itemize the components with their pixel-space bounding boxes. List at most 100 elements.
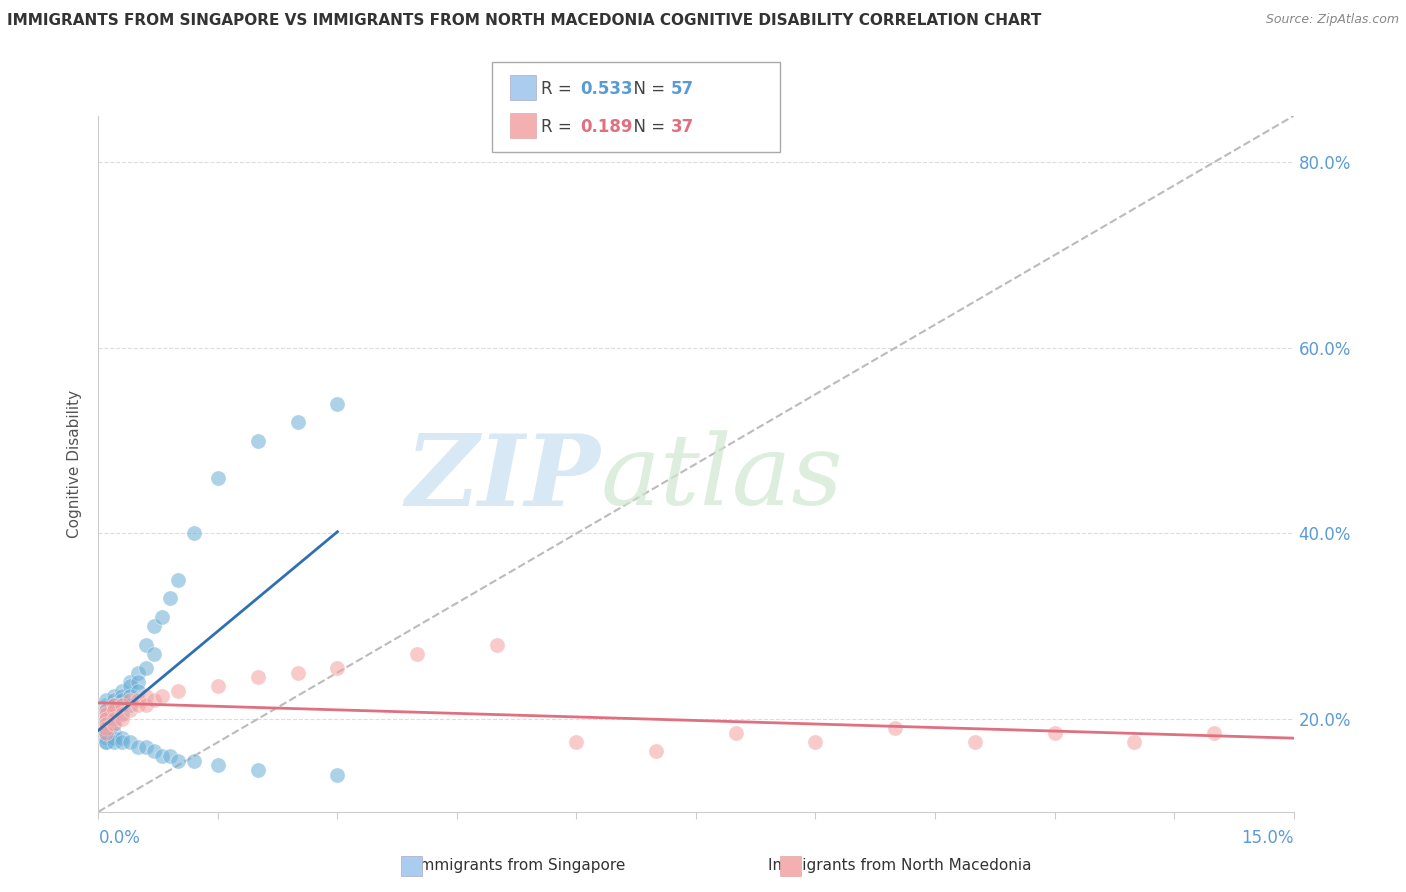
Point — [96, 712, 118, 726]
Point — [143, 647, 166, 661]
Point — [103, 726, 125, 740]
Point — [111, 684, 134, 698]
Point — [143, 744, 166, 758]
Point — [963, 735, 986, 749]
Point — [485, 638, 508, 652]
Text: Source: ZipAtlas.com: Source: ZipAtlas.com — [1265, 13, 1399, 27]
Point — [120, 693, 142, 707]
Point — [143, 619, 166, 633]
Point — [103, 735, 125, 749]
Point — [127, 665, 149, 680]
Point — [111, 707, 134, 722]
Point — [111, 698, 134, 712]
Point — [96, 726, 118, 740]
Point — [127, 739, 149, 754]
Point — [287, 415, 309, 429]
Point — [111, 712, 134, 726]
Point — [884, 721, 907, 735]
Point — [111, 698, 134, 712]
Point — [96, 703, 118, 717]
Point — [96, 721, 118, 735]
Point — [103, 698, 125, 712]
Point — [96, 726, 118, 740]
Text: N =: N = — [623, 118, 671, 136]
Point — [111, 707, 134, 722]
Point — [103, 712, 125, 726]
Point — [150, 689, 173, 703]
Point — [96, 731, 118, 745]
Point — [111, 693, 134, 707]
Point — [120, 680, 142, 694]
Point — [103, 703, 125, 717]
Point — [103, 693, 125, 707]
Text: IMMIGRANTS FROM SINGAPORE VS IMMIGRANTS FROM NORTH MACEDONIA COGNITIVE DISABILIT: IMMIGRANTS FROM SINGAPORE VS IMMIGRANTS … — [7, 13, 1042, 29]
Point — [111, 735, 134, 749]
Text: N =: N = — [623, 80, 671, 98]
Point — [120, 735, 142, 749]
Point — [103, 716, 125, 731]
Text: R =: R = — [541, 80, 578, 98]
Point — [326, 396, 349, 410]
Point — [96, 735, 118, 749]
Point — [127, 684, 149, 698]
Point — [167, 573, 190, 587]
Point — [96, 712, 118, 726]
Point — [96, 726, 118, 740]
Text: 15.0%: 15.0% — [1241, 829, 1294, 847]
Point — [127, 674, 149, 689]
Point — [120, 689, 142, 703]
Point — [120, 698, 142, 712]
Point — [246, 670, 269, 684]
Point — [207, 758, 229, 772]
Point — [246, 763, 269, 777]
Point — [135, 689, 157, 703]
Point — [103, 712, 125, 726]
Point — [135, 698, 157, 712]
Point — [96, 703, 118, 717]
Point — [565, 735, 588, 749]
Point — [96, 716, 118, 731]
Text: Immigrants from Singapore: Immigrants from Singapore — [415, 858, 626, 872]
Point — [96, 716, 118, 731]
Point — [183, 754, 205, 768]
Point — [96, 698, 118, 712]
Text: atlas: atlas — [600, 430, 844, 525]
Point — [103, 689, 125, 703]
Point — [207, 680, 229, 694]
Point — [1043, 726, 1066, 740]
Point — [96, 721, 118, 735]
Point — [246, 434, 269, 448]
Text: 0.0%: 0.0% — [98, 829, 141, 847]
Point — [1202, 726, 1225, 740]
Point — [159, 749, 181, 764]
Point — [406, 647, 429, 661]
Y-axis label: Cognitive Disability: Cognitive Disability — [67, 390, 83, 538]
Point — [96, 707, 118, 722]
Point — [326, 661, 349, 675]
Point — [127, 698, 149, 712]
Point — [150, 749, 173, 764]
Point — [96, 735, 118, 749]
Text: Immigrants from North Macedonia: Immigrants from North Macedonia — [768, 858, 1032, 872]
Point — [111, 731, 134, 745]
Point — [127, 693, 149, 707]
Point — [159, 591, 181, 606]
Point — [207, 471, 229, 485]
Point — [135, 638, 157, 652]
Point — [167, 754, 190, 768]
Point — [724, 726, 747, 740]
Point — [804, 735, 827, 749]
Text: 57: 57 — [671, 80, 693, 98]
Point — [103, 698, 125, 712]
Point — [167, 684, 190, 698]
Point — [183, 526, 205, 541]
Text: ZIP: ZIP — [405, 430, 600, 526]
Point — [103, 703, 125, 717]
Point — [143, 693, 166, 707]
Point — [287, 665, 309, 680]
Point — [103, 716, 125, 731]
Text: R =: R = — [541, 118, 578, 136]
Point — [326, 767, 349, 781]
Point — [645, 744, 668, 758]
Text: 0.189: 0.189 — [581, 118, 633, 136]
